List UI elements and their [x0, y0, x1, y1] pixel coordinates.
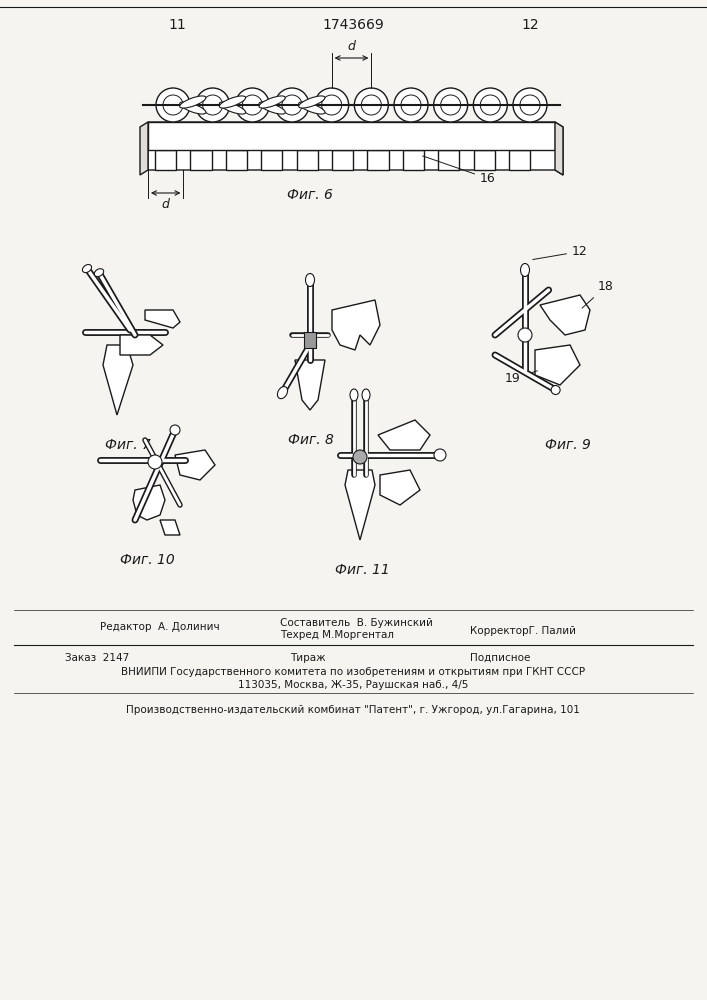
- Polygon shape: [160, 520, 180, 535]
- Circle shape: [513, 88, 547, 122]
- Circle shape: [275, 88, 309, 122]
- Text: Тираж: Тираж: [290, 653, 326, 663]
- Circle shape: [480, 95, 501, 115]
- Polygon shape: [535, 345, 580, 385]
- Ellipse shape: [551, 385, 560, 394]
- Circle shape: [148, 455, 162, 469]
- Circle shape: [322, 95, 341, 115]
- Polygon shape: [438, 150, 460, 170]
- Ellipse shape: [277, 387, 288, 399]
- Ellipse shape: [299, 102, 325, 114]
- Polygon shape: [380, 470, 420, 505]
- Text: d: d: [162, 198, 170, 211]
- Ellipse shape: [305, 273, 315, 286]
- Text: 1743669: 1743669: [322, 18, 384, 32]
- Ellipse shape: [299, 96, 325, 108]
- Polygon shape: [540, 295, 590, 335]
- Polygon shape: [332, 150, 354, 170]
- Text: 12: 12: [533, 245, 588, 260]
- Circle shape: [401, 95, 421, 115]
- Circle shape: [196, 88, 230, 122]
- Circle shape: [170, 425, 180, 435]
- Polygon shape: [140, 122, 148, 175]
- Text: Фиг. 9: Фиг. 9: [545, 438, 591, 452]
- Text: 18: 18: [582, 280, 614, 308]
- Ellipse shape: [350, 389, 358, 401]
- Polygon shape: [175, 450, 215, 480]
- Text: Техред М.Моргентал: Техред М.Моргентал: [280, 630, 394, 640]
- Polygon shape: [145, 310, 180, 328]
- Ellipse shape: [259, 102, 286, 114]
- Text: d: d: [348, 39, 356, 52]
- Circle shape: [361, 95, 381, 115]
- Circle shape: [203, 95, 223, 115]
- Circle shape: [235, 88, 269, 122]
- Polygon shape: [474, 150, 495, 170]
- Polygon shape: [368, 150, 389, 170]
- Circle shape: [353, 450, 367, 464]
- Ellipse shape: [219, 102, 245, 114]
- Text: Редактор  А. Долинич: Редактор А. Долинич: [100, 622, 220, 632]
- Polygon shape: [403, 150, 424, 170]
- Polygon shape: [555, 122, 563, 175]
- Ellipse shape: [219, 96, 245, 108]
- Circle shape: [520, 95, 540, 115]
- Polygon shape: [295, 360, 325, 410]
- Circle shape: [282, 95, 302, 115]
- Polygon shape: [148, 122, 563, 175]
- Text: Фиг. 10: Фиг. 10: [120, 553, 175, 567]
- Ellipse shape: [520, 263, 530, 276]
- Ellipse shape: [180, 102, 206, 114]
- Polygon shape: [155, 150, 176, 170]
- Text: 12: 12: [521, 18, 539, 32]
- Text: Фиг. 6: Фиг. 6: [287, 188, 333, 202]
- Polygon shape: [509, 150, 530, 170]
- Polygon shape: [297, 150, 318, 170]
- Text: Составитель  В. Бужинский: Составитель В. Бужинский: [280, 618, 433, 628]
- Text: Фиг. 8: Фиг. 8: [288, 433, 334, 447]
- Text: Подписное: Подписное: [470, 653, 530, 663]
- Circle shape: [156, 88, 190, 122]
- Ellipse shape: [259, 96, 286, 108]
- Polygon shape: [148, 122, 555, 150]
- Ellipse shape: [180, 96, 206, 108]
- Circle shape: [163, 95, 183, 115]
- Polygon shape: [378, 420, 430, 450]
- Circle shape: [473, 88, 508, 122]
- Ellipse shape: [362, 389, 370, 401]
- Circle shape: [518, 328, 532, 342]
- Text: 16: 16: [423, 156, 496, 185]
- Polygon shape: [226, 150, 247, 170]
- Ellipse shape: [94, 269, 104, 277]
- Text: Фиг. 7: Фиг. 7: [105, 438, 151, 452]
- Ellipse shape: [83, 265, 91, 273]
- Text: Производственно-издательский комбинат "Патент", г. Ужгород, ул.Гагарина, 101: Производственно-издательский комбинат "П…: [126, 705, 580, 715]
- Bar: [304, 332, 316, 348]
- Polygon shape: [133, 485, 165, 520]
- Circle shape: [315, 88, 349, 122]
- Polygon shape: [120, 335, 163, 355]
- Text: КорректорГ. Палий: КорректорГ. Палий: [470, 626, 576, 636]
- Polygon shape: [262, 150, 283, 170]
- Circle shape: [434, 449, 446, 461]
- Text: ВНИИПИ Государственного комитета по изобретениям и открытиям при ГКНТ СССР: ВНИИПИ Государственного комитета по изоб…: [121, 667, 585, 677]
- Polygon shape: [190, 150, 211, 170]
- Circle shape: [394, 88, 428, 122]
- Polygon shape: [103, 345, 133, 415]
- Text: Заказ  2147: Заказ 2147: [65, 653, 129, 663]
- Circle shape: [433, 88, 467, 122]
- Circle shape: [440, 95, 461, 115]
- Text: 11: 11: [168, 18, 186, 32]
- Text: Фиг. 11: Фиг. 11: [335, 563, 390, 577]
- Circle shape: [243, 95, 262, 115]
- Text: 19: 19: [505, 371, 537, 385]
- Polygon shape: [332, 300, 380, 350]
- Polygon shape: [345, 470, 375, 540]
- Text: 113035, Москва, Ж-35, Раушская наб., 4/5: 113035, Москва, Ж-35, Раушская наб., 4/5: [238, 680, 468, 690]
- Circle shape: [354, 88, 388, 122]
